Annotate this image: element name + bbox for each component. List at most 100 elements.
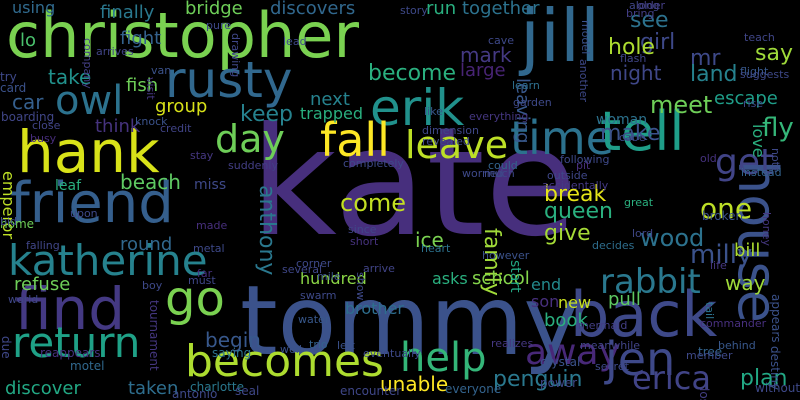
word-meanwhile: meanwhile [580,339,641,352]
word-broken: broken [702,209,744,223]
word-unable: unable [380,372,449,396]
word-flight: flight [740,65,769,78]
word-rusty: rusty [165,51,293,109]
word-back: back [570,278,718,351]
word-upon: upon [70,207,98,220]
word-keep: keep [240,102,293,127]
word-arrive: arrive [363,262,395,275]
word-show: show [354,272,367,301]
word-bring: bring [626,7,655,20]
word-revealed: revealed [422,135,470,148]
word-honey: honey [760,212,773,246]
word-fight: fight [120,28,162,49]
word-corner: corner [296,257,332,270]
word-jill: jill [520,0,601,78]
word-discover: discover [5,378,81,399]
word-busy: busy [30,132,57,145]
word-old: old [700,152,717,165]
word-land: land [690,62,738,87]
word-lost: lost [697,388,711,400]
word-close: close [32,119,61,132]
word-pit: pit [576,159,591,172]
word-tommy: tommy [240,265,581,377]
word-motel: motel [70,359,105,373]
word-arrives: arrives [96,45,134,58]
word-jen: jen [605,332,676,386]
word-mark: mark [460,43,512,67]
word-flash: flash [620,52,647,65]
word-fall: fall [320,113,390,167]
word-escape: escape [714,88,778,109]
word-teach: teach [744,31,775,44]
word-realizes: realizes [491,337,534,350]
word-tail: tail [703,302,716,320]
word-car: car [12,90,44,114]
word-much: much [484,167,515,180]
word-reappears: reappears [40,346,101,360]
word-since: since [348,223,377,236]
word-encounter: encounter [340,384,402,398]
word-milly: milly [690,240,753,270]
word-great: great [624,196,654,209]
word-mr: mr [690,46,721,71]
word-way: way [725,271,766,295]
word-visit: visit [144,77,157,100]
word-charlotte: charlotte [190,380,244,394]
word-owl: owl [55,78,124,124]
word-together: together [462,0,540,19]
word-time: time [510,111,614,165]
word-rise: rise [743,97,764,110]
word-could: could [488,159,518,172]
word-suddenly: suddenly [228,159,278,172]
word-large: large [460,60,506,81]
word-falling: falling [26,239,60,252]
word-crystal: crystal [540,355,581,369]
word-refuse: refuse [14,274,71,295]
word-company: company [81,38,94,89]
word-instead: instead [741,166,782,179]
word-destiny: destiny [768,346,782,390]
word-school: school [472,268,530,289]
word-leaf: leaf [55,178,82,194]
word-penguin: penguin [493,367,583,392]
word-suggests: suggests [740,68,790,81]
word-using: using [12,0,56,17]
word-come: come [340,189,407,217]
word-woman: woman [596,112,648,128]
word-made: made [196,219,228,232]
word-cave: cave [488,34,515,47]
word-tree: tree [698,345,723,359]
word-lo: lo [20,30,37,51]
word-end: end [531,275,562,294]
word-mile: mile [317,270,341,283]
word-along: along [629,0,660,12]
word-say: say [755,41,793,66]
word-left: left [337,339,355,352]
word-completely: completely [343,157,404,170]
word-return: return [12,318,141,367]
word-saying: saying [212,346,252,360]
word-give: give [544,221,591,246]
word-erik: erik [370,79,465,137]
word-day: day [215,117,285,161]
word-everything: everything [469,110,529,123]
word-tell: tell [600,100,685,163]
word-leave: leave [405,123,509,167]
word-story: story [400,4,428,17]
word-finally: finally [100,2,155,23]
word-heart: heart [421,242,451,255]
word-one: one [700,192,753,225]
word-commander: commander [700,317,767,330]
word-well: well [280,343,302,356]
word-help: help [400,335,487,381]
word-lord: lord [632,227,654,240]
word-kate: kate [250,96,578,270]
word-katherine: katherine [8,236,208,285]
word-water: water [298,313,330,326]
word-knock: knock [135,115,168,128]
word-break: break [544,182,607,207]
word-erica: erica [632,359,711,397]
word-garden: garden [513,96,552,109]
word-boarding: boarding [1,110,55,124]
word-find: find [15,275,126,343]
